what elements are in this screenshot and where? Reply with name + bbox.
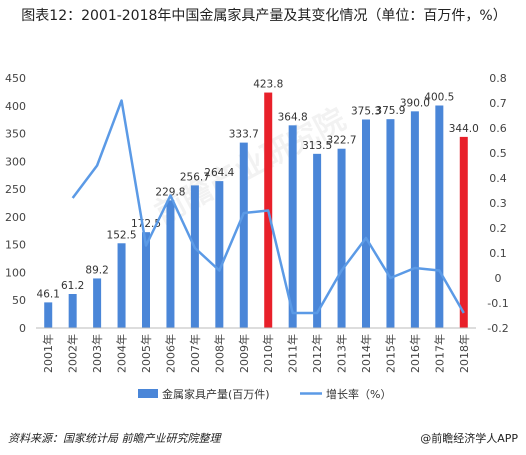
bar — [239, 142, 248, 328]
bar-label: 423.8 — [253, 79, 283, 91]
bar — [386, 119, 395, 329]
right-axis-tick: 0.3 — [489, 197, 507, 210]
bar — [313, 153, 322, 328]
bar-label: 344.0 — [449, 123, 479, 135]
legend-bar-label: 金属家具产量(百万件) — [162, 387, 270, 401]
bar-label: 264.4 — [204, 167, 234, 179]
bar — [215, 181, 224, 328]
x-axis-tick: 2011年 — [286, 334, 300, 373]
bar-label: 229.8 — [155, 186, 185, 198]
bar-label: 333.7 — [229, 129, 259, 141]
bar-label: 313.5 — [302, 140, 332, 152]
brand-credit: @前瞻经济学人APP — [420, 432, 518, 445]
bar — [288, 125, 297, 328]
x-axis-tick: 2008年 — [212, 334, 226, 373]
right-axis-tick: -0.2 — [487, 322, 508, 335]
x-axis-tick: 2006年 — [163, 334, 177, 373]
bar-label: 172.5 — [131, 218, 161, 230]
x-axis-tick: 2012年 — [310, 334, 324, 373]
x-axis-tick: 2014年 — [359, 334, 373, 373]
right-axis-tick: -0.1 — [487, 297, 508, 310]
x-axis-tick: 2007年 — [188, 334, 202, 373]
right-axis-tick: 0.4 — [489, 172, 507, 185]
left-axis-tick: 100 — [5, 266, 26, 279]
x-axis-tick: 2016年 — [408, 334, 422, 373]
bar-label: 364.8 — [278, 111, 308, 123]
x-axis-tick: 2010年 — [261, 334, 275, 373]
left-axis-tick: 450 — [5, 72, 26, 85]
left-axis-tick: 250 — [5, 183, 26, 196]
x-axis-tick: 2018年 — [457, 334, 471, 373]
bar-label: 256.7 — [180, 171, 210, 183]
x-axis-tick: 2005年 — [139, 334, 153, 373]
x-axis-tick: 2009年 — [237, 334, 251, 373]
bar — [459, 136, 468, 328]
x-axis-tick: 2002年 — [66, 334, 80, 373]
right-axis-tick: 0.5 — [489, 147, 507, 160]
legend-bar-swatch — [138, 389, 158, 398]
left-axis-tick: 50 — [12, 294, 26, 307]
bar-label: 400.5 — [424, 92, 454, 104]
left-axis-tick: 0 — [19, 322, 26, 335]
left-axis-tick: 350 — [5, 128, 26, 141]
bar — [44, 302, 53, 328]
legend-line-label: 增长率（%） — [326, 387, 391, 401]
bar — [410, 111, 419, 328]
bar — [166, 200, 175, 328]
right-axis-tick: 0 — [495, 272, 502, 285]
right-axis-tick: 0.2 — [489, 222, 507, 235]
bar-label: 152.5 — [107, 229, 137, 241]
bar-label: 390.0 — [400, 97, 430, 109]
bar — [337, 148, 346, 328]
right-axis-tick: 0.8 — [489, 72, 507, 85]
bar-label: 46.1 — [37, 288, 60, 300]
bar-label: 375.3 — [351, 106, 381, 118]
left-axis-tick: 150 — [5, 239, 26, 252]
bar-label: 89.2 — [85, 264, 108, 276]
bar — [190, 185, 199, 328]
chart-title: 图表12：2001-2018年中国金属家具产量及其变化情况（单位：百万件，%） — [21, 8, 507, 24]
x-axis-tick: 2004年 — [115, 334, 129, 373]
bar — [435, 105, 444, 328]
bar — [117, 243, 126, 328]
left-axis-tick: 400 — [5, 100, 26, 113]
right-axis-tick: 0.7 — [489, 97, 507, 110]
right-axis-tick: 0.1 — [489, 247, 507, 260]
bar-label: 61.2 — [61, 280, 84, 292]
bar-label: 322.7 — [327, 135, 357, 147]
x-axis-tick: 2001年 — [41, 334, 55, 373]
x-axis-tick: 2003年 — [90, 334, 104, 373]
bar-label: 375.9 — [375, 105, 405, 117]
bar — [93, 278, 102, 328]
x-axis-tick: 2015年 — [383, 334, 397, 373]
bar — [68, 294, 77, 328]
left-axis-tick: 300 — [5, 155, 26, 168]
left-axis-tick: 200 — [5, 211, 26, 224]
right-axis-tick: 0.6 — [489, 122, 507, 135]
source-note: 资料来源：国家统计局 前瞻产业研究院整理 — [8, 432, 221, 445]
bar — [142, 232, 150, 328]
bar — [362, 119, 370, 328]
x-axis-tick: 2013年 — [335, 334, 349, 373]
x-axis-tick: 2017年 — [432, 334, 446, 373]
growth-rate-line — [71, 99, 465, 315]
